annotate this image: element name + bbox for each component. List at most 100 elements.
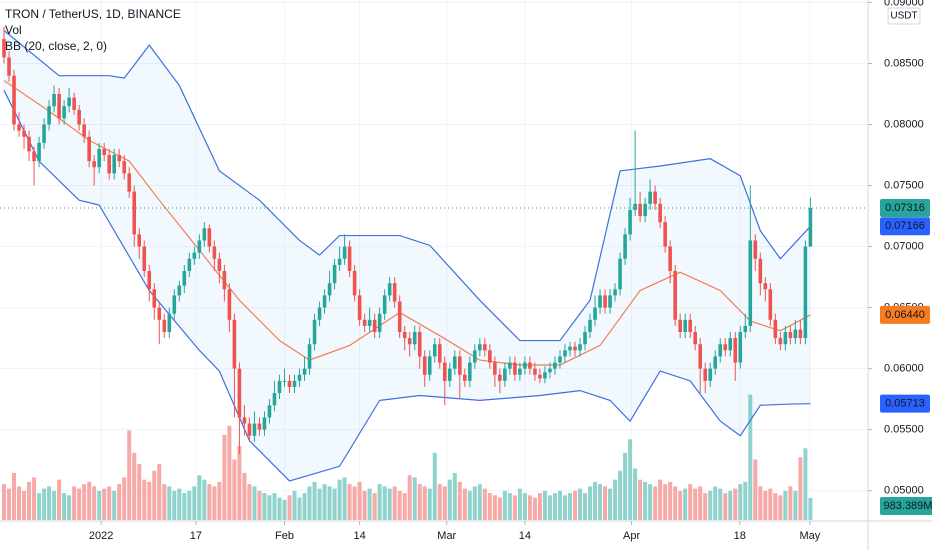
candle-body bbox=[262, 417, 267, 430]
candle-body bbox=[247, 423, 252, 436]
candle-body bbox=[463, 374, 467, 381]
volume-bar bbox=[457, 481, 462, 520]
candle-body bbox=[317, 307, 322, 320]
candle-body bbox=[217, 258, 222, 271]
candle-body bbox=[397, 301, 402, 333]
volume-bar bbox=[22, 490, 27, 520]
volume-bar bbox=[517, 488, 522, 520]
candle-body bbox=[728, 338, 733, 351]
volume-bar bbox=[257, 490, 262, 520]
candle-body bbox=[633, 203, 637, 210]
volume-bar bbox=[272, 493, 277, 520]
candle-body bbox=[427, 356, 432, 375]
candle-body bbox=[593, 307, 597, 320]
candle-body bbox=[748, 240, 753, 326]
candle-body bbox=[177, 285, 182, 296]
volume-bar bbox=[623, 452, 628, 520]
volume-bar bbox=[693, 488, 698, 520]
volume-bar bbox=[552, 493, 557, 520]
volume-bar bbox=[62, 493, 67, 520]
x-tick-label: 2022 bbox=[89, 530, 113, 542]
volume-bar bbox=[442, 486, 447, 520]
volume-bar bbox=[197, 475, 202, 520]
volume-bar bbox=[432, 452, 437, 520]
candle-body bbox=[192, 252, 197, 259]
volume-bar bbox=[407, 475, 412, 520]
volume-bar bbox=[297, 497, 302, 520]
volume-bar bbox=[107, 486, 112, 520]
candle-body bbox=[182, 270, 187, 286]
candle-body bbox=[543, 372, 547, 379]
volume-bar bbox=[713, 486, 718, 520]
x-tick-label: Apr bbox=[623, 530, 640, 542]
candle-body bbox=[87, 136, 91, 162]
candle-body bbox=[302, 368, 307, 375]
candle-body bbox=[17, 124, 21, 131]
volume-bar bbox=[653, 486, 658, 520]
volume-bar bbox=[97, 490, 102, 520]
volume-bar bbox=[422, 486, 427, 520]
volume-bar bbox=[633, 468, 638, 520]
candle-body bbox=[387, 283, 392, 296]
volume-bar bbox=[112, 490, 117, 520]
candle-body bbox=[187, 258, 192, 271]
candle-body bbox=[468, 362, 472, 381]
candle-body bbox=[718, 344, 723, 357]
volume-bar bbox=[372, 493, 377, 520]
candle-body bbox=[2, 39, 6, 58]
volume-bar bbox=[167, 486, 172, 520]
price-label: 0.07166 bbox=[885, 220, 925, 232]
volume-bar bbox=[252, 486, 257, 520]
volume-bar bbox=[753, 459, 758, 520]
candle-body bbox=[97, 148, 101, 168]
candle-body bbox=[92, 161, 96, 168]
volume-bar bbox=[277, 497, 282, 520]
volume-bar bbox=[673, 486, 678, 520]
volume-bar bbox=[352, 486, 357, 520]
candle-body bbox=[808, 208, 813, 247]
candle-body bbox=[693, 332, 698, 345]
volume-bar bbox=[102, 488, 107, 520]
volume-bar bbox=[477, 484, 482, 520]
volume-bar bbox=[512, 495, 517, 520]
volume-bar bbox=[492, 495, 497, 520]
volume-bar bbox=[437, 484, 442, 520]
volume-bar bbox=[227, 425, 232, 520]
candle-body bbox=[498, 374, 502, 381]
candle-body bbox=[638, 203, 642, 217]
volume-bar bbox=[332, 488, 337, 520]
candle-body bbox=[357, 295, 362, 320]
volume-bar bbox=[572, 490, 577, 520]
volume-bar bbox=[482, 488, 487, 520]
volume-bar bbox=[307, 486, 312, 520]
candle-body bbox=[77, 109, 81, 125]
candle-body bbox=[523, 362, 527, 369]
candle-body bbox=[147, 270, 152, 290]
volume-bar bbox=[72, 486, 77, 520]
volume-bar bbox=[377, 484, 382, 520]
volume-bar bbox=[267, 495, 272, 520]
y-tick-label: 0.09000 bbox=[884, 0, 924, 8]
candle-body bbox=[297, 374, 302, 381]
volume-bar bbox=[392, 486, 397, 520]
volume-bar bbox=[577, 488, 583, 520]
volume-bar bbox=[322, 484, 327, 520]
candle-body bbox=[197, 240, 202, 253]
volume-bar bbox=[152, 470, 157, 520]
volume-bar bbox=[613, 479, 618, 520]
candle-body bbox=[518, 368, 522, 375]
volume-bar bbox=[192, 486, 197, 520]
volume-bar bbox=[142, 479, 147, 520]
volume-bar bbox=[808, 497, 813, 520]
candle-body bbox=[237, 368, 242, 418]
volume-bar bbox=[337, 479, 342, 520]
candle-body bbox=[508, 362, 512, 369]
volume-bar bbox=[177, 488, 182, 520]
candle-body bbox=[152, 289, 157, 308]
volume-bar bbox=[758, 486, 763, 520]
volume-bar bbox=[718, 488, 723, 520]
volume-bar bbox=[162, 484, 167, 520]
candle-body bbox=[628, 209, 632, 235]
volume-bar bbox=[487, 493, 492, 520]
